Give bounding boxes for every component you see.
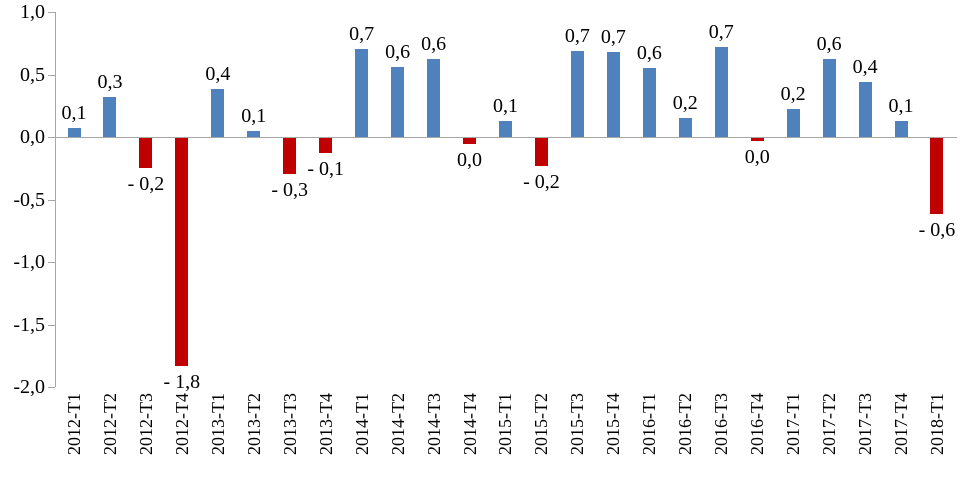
y-axis-tick-mark [48,262,55,263]
bar-value-label: 0,7 [600,26,626,48]
bar-2014-T2 [391,67,405,137]
y-axis-line [55,12,56,387]
x-axis-tick-label: 2013-T3 [279,393,300,455]
x-axis-tick-label: 2012-T1 [64,393,84,455]
x-axis-tick-label: 2015-T4 [603,393,624,455]
x-axis-tick-label: 2012-T3 [135,393,156,455]
bar-value-label: 0,3 [97,71,123,93]
y-axis-tick-mark [48,12,55,13]
x-axis-tick-label: 2016-T4 [747,393,768,455]
x-axis-tick-label: 2012-T4 [171,393,192,455]
bar-value-label: - 0,3 [271,179,309,201]
x-axis-tick-label: 2017-T4 [891,393,912,455]
x-axis-tick-label: 2016-T1 [639,393,660,455]
bar-2012-T2 [103,97,117,137]
y-axis-tick-label: -1,0 [13,251,45,273]
bar-2013-T1 [211,89,225,137]
bar-value-label: 0,2 [672,92,698,114]
bar-value-label: 0,1 [492,95,518,117]
bar-value-label: 0,4 [852,56,878,78]
x-axis-tick-label: 2015-T1 [495,393,516,455]
y-axis-tick-label: -2,0 [13,376,45,398]
x-axis-tick-label: 2014-T4 [459,393,480,455]
bar-2014-T4 [463,138,477,144]
bar-value-label: 0,6 [385,41,411,63]
x-axis-tick-label: 2014-T1 [351,393,372,455]
bar-2016-T3 [714,47,728,137]
bar-2017-T3 [858,82,872,137]
x-axis-line [55,137,957,138]
x-axis-tick-label: 2016-T2 [675,393,696,455]
bar-2015-T1 [498,121,512,137]
bar-value-label: 0,6 [421,33,447,55]
bar-2013-T2 [247,131,261,137]
bar-2015-T4 [606,52,620,137]
bar-value-label: 0,7 [708,21,734,43]
x-axis-tick-label: 2017-T1 [783,393,804,455]
x-axis-tick-label: 2017-T3 [855,393,876,455]
bar-value-label: 0,2 [780,83,806,105]
bar-2015-T3 [570,51,584,137]
x-axis-tick-label: 2017-T2 [819,393,840,455]
y-axis-tick-mark [48,387,55,388]
bar-value-label: 0,1 [61,102,87,124]
bar-value-label: 0,6 [636,42,662,64]
x-axis-tick-label: 2018-T1 [926,393,947,455]
x-axis-tick-label: 2013-T1 [207,393,228,455]
y-axis-tick-label: 0,0 [20,126,45,148]
bar-2013-T3 [283,138,297,174]
x-axis-tick-label: 2015-T3 [567,393,588,455]
bar-value-label: 0,7 [564,25,590,47]
bar-value-label: 0,0 [744,146,770,168]
bar-2018-T1 [930,138,944,214]
y-axis-tick-label: -0,5 [13,188,45,211]
x-axis-tick-label: 2015-T2 [531,393,552,455]
bar-value-label: - 1,8 [163,371,201,393]
bar-value-label: 0,1 [888,95,914,117]
bar-2012-T4 [175,138,189,366]
y-axis-tick-mark [48,199,55,201]
bar-value-label: 0,7 [349,23,375,45]
bar-2013-T4 [319,138,333,153]
bar-value-label: 0,6 [816,33,842,55]
x-axis-tick-label: 2014-T3 [423,393,444,455]
y-axis-tick-label: -1,5 [13,313,45,336]
y-axis-tick-label: 0,5 [20,63,45,86]
y-axis-tick-label: 1,0 [20,1,45,23]
bar-value-label: 0,4 [205,63,231,85]
bar-2012-T1 [67,128,81,137]
bar-value-label: 0,0 [457,149,483,171]
bar-2012-T3 [139,138,153,168]
bar-2014-T3 [427,59,441,137]
y-axis-tick-mark [48,137,55,138]
x-axis-tick-label: 2013-T4 [315,393,336,455]
bar-2015-T2 [534,138,548,166]
bar-value-label: - 0,2 [127,173,165,195]
bar-2017-T4 [894,121,908,137]
bar-2017-T2 [822,59,836,137]
bar-2016-T2 [678,118,692,137]
bar-value-label: - 0,2 [523,171,560,193]
bar-2016-T4 [750,138,764,141]
x-axis-tick-label: 2016-T3 [711,393,732,455]
bar-value-label: - 0,1 [307,158,345,180]
bar-2016-T1 [642,68,656,137]
x-axis-tick-label: 2013-T2 [243,393,264,455]
y-axis-tick-mark [48,324,55,326]
bar-2014-T1 [355,49,369,137]
bar-value-label: - 0,6 [918,219,956,241]
bar-2017-T1 [786,109,800,137]
x-axis-tick-label: 2014-T2 [387,393,408,455]
bar-value-label: 0,1 [241,105,267,127]
x-axis-tick-label: 2012-T2 [99,393,120,455]
y-axis-tick-mark [48,74,55,76]
